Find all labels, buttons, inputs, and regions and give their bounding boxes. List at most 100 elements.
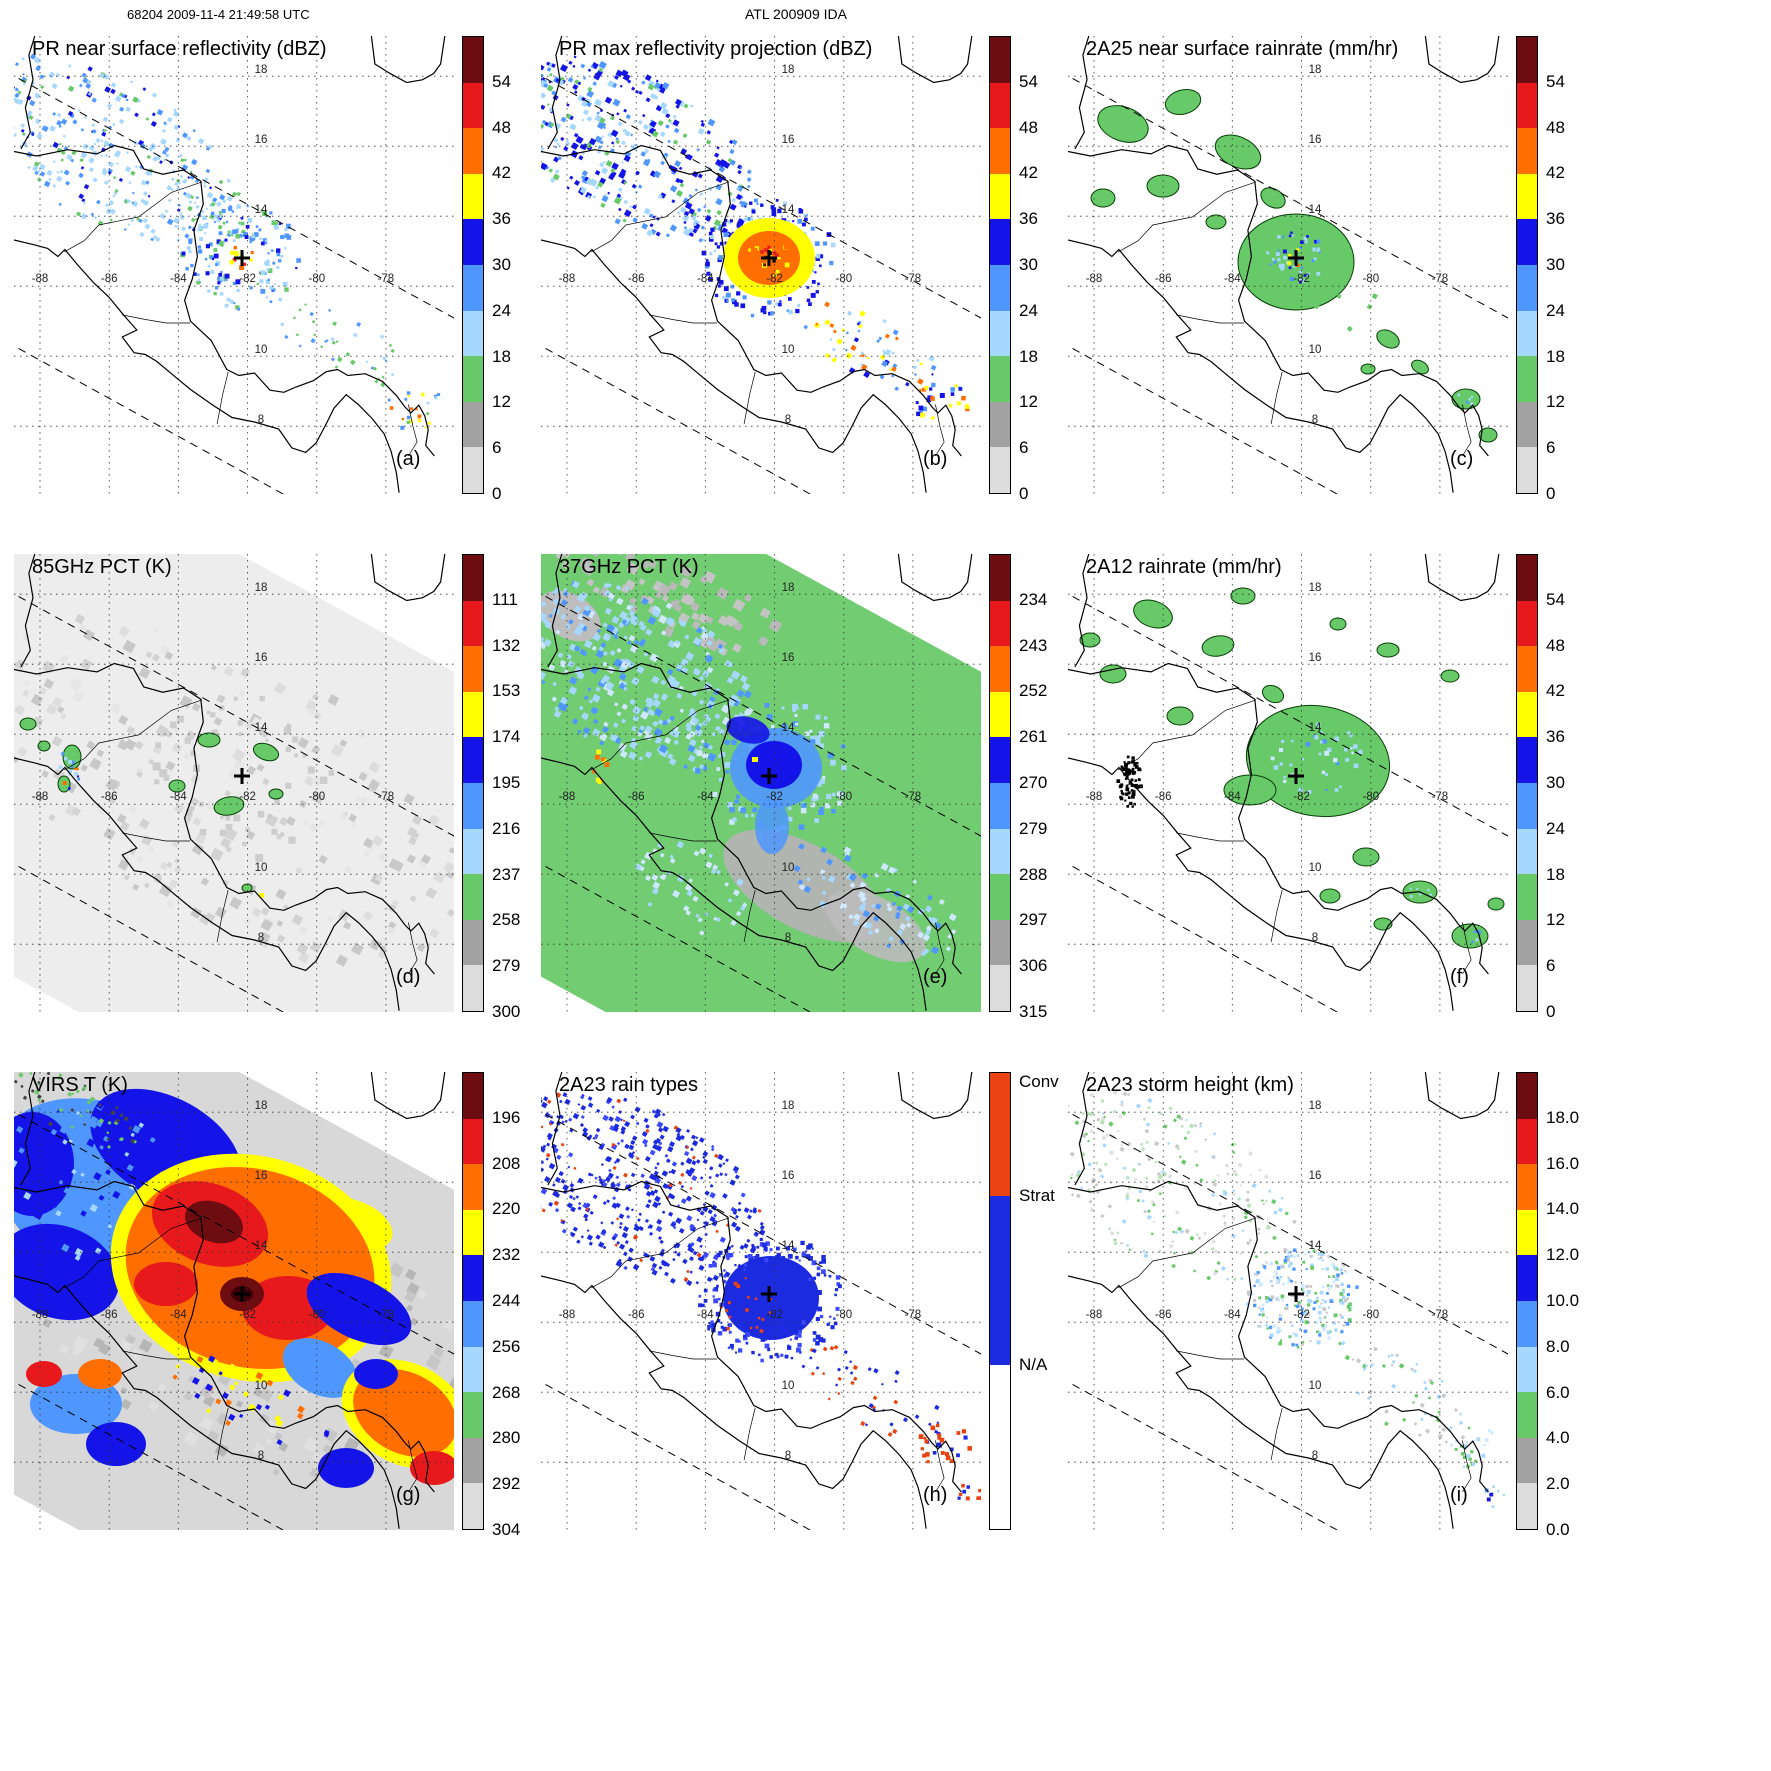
colorbar-tick: 12 [1546,910,1565,930]
colorbar-tick: 292 [492,1474,521,1494]
gridlines [14,36,454,494]
colorbar-segment [463,600,483,647]
storm-center-marker [234,1286,250,1302]
lon-label: -82 [766,791,783,803]
lon-label: -80 [835,273,852,285]
lon-label: -88 [559,273,576,285]
colorbar-tick: 42 [1546,681,1565,701]
lon-label: -84 [697,791,714,803]
colorbar-segment [463,1392,483,1438]
lat-label: 18 [255,64,268,76]
lat-label: 18 [782,582,795,594]
data-field-layer [14,554,454,1012]
colorbar [989,36,1011,494]
lon-label: -84 [1224,1309,1241,1321]
gridlines [541,36,981,494]
panel-title: 85GHz PCT (K) [32,556,172,578]
colorbar-tick: 243 [1019,635,1048,655]
map-canvas-e: -88 -86 -84 -82 -80 -78 18 16 14 10 8 [541,554,981,1012]
lon-label: -78 [1432,791,1449,803]
lon-label: -86 [101,273,118,285]
colorbar-labels: Conv Strat N/A [989,1072,1059,1530]
lat-label: 16 [782,134,795,146]
colorbar-tick: 54 [1019,71,1038,91]
colorbar-segment [463,646,483,692]
lon-label: -80 [835,791,852,803]
data-field-layer [541,1092,981,1501]
colorbar-segment [463,310,483,357]
panel-title: 2A12 rainrate (mm/hr) [1086,556,1282,578]
lat-label: 10 [782,862,795,874]
lon-label: -84 [697,273,714,285]
lon-label: -80 [308,791,325,803]
storm-id-header: ATL 200909 IDA [745,6,847,22]
panel-title: 2A23 rain types [559,1074,698,1096]
lat-label: 14 [1309,1240,1322,1252]
colorbar [1516,554,1538,1012]
colorbar-segment [1517,82,1537,129]
panel-letter: (a) [396,448,421,470]
colorbar-tick: 0 [1019,484,1029,503]
colorbar-tick: 54 [1546,71,1565,91]
lat-label: 10 [255,862,268,874]
storm-center-marker [234,768,250,784]
colorbar-tick: 18 [1546,864,1565,884]
panel-h: -88 -86 -84 -82 -80 -78 18 16 14 10 8 2A23 rain ty… [533,1068,1060,1586]
lon-label: -80 [1362,1309,1379,1321]
lat-label: 16 [1309,652,1322,664]
colorbar-segment [1517,1483,1537,1529]
panel-letter: (d) [396,966,421,988]
colorbar-labels: 111 132 153 174 195 216 237 258 279 300 [462,554,532,1021]
coastlines [14,1072,446,1529]
swath-boundary-lines [1068,1111,1508,1530]
colorbar-segment [1517,128,1537,174]
colorbar-segment [990,310,1010,357]
map-labels: -88 -86 -84 -82 -80 -78 18 16 14 10 8 [32,582,395,944]
swath-boundary-lines [541,75,981,494]
lat-label: 14 [782,204,795,216]
colorbar-tick: 30 [1019,255,1038,274]
colorbar-tick: 280 [492,1428,521,1448]
lon-label: -82 [766,273,783,285]
swath-boundary-lines [14,1111,454,1530]
gridlines [1068,1072,1508,1530]
colorbar-tick: 261 [1019,727,1048,747]
colorbar-segment [990,828,1010,875]
map-canvas-h: -88 -86 -84 -82 -80 -78 18 16 14 10 8 [541,1072,981,1530]
panel-grid: -88 -86 -84 -82 -80 -78 18 16 14 10 8 PR near surf… [6,32,1587,1586]
colorbar-segment [463,128,483,174]
lon-label: -80 [1362,791,1379,803]
colorbar-tick: 300 [492,1002,521,1021]
data-field-layer [541,554,981,1012]
colorbar-segment [1517,874,1537,920]
panel-title: VIRS T (K) [32,1074,128,1096]
colorbar-tick: 196 [492,1107,521,1127]
colorbar-tick: 0 [492,484,502,503]
colorbar-labels: 18.0 16.0 14.0 12.0 10.0 8.0 6.0 4.0 2.0 0.0 [1516,1072,1586,1539]
colorbar-tick: 0 [1546,1002,1556,1021]
colorbar-tick: 12 [492,392,511,412]
colorbar-tick: 232 [492,1245,521,1265]
colorbar-tick: 111 [492,589,518,609]
colorbar-tick: 12 [1546,392,1565,412]
colorbar [1516,36,1538,494]
lon-label: -78 [905,1309,922,1321]
colorbar-tick: 24 [1546,818,1565,838]
colorbar-segment [990,965,1010,1011]
colorbar-segment [990,691,1010,738]
colorbar-tick: 24 [492,300,511,320]
panel-g: -88 -86 -84 -82 -80 -78 18 16 14 10 8 VIRS T (K) (… [6,1068,533,1586]
colorbar-segment [463,1300,483,1347]
map-labels: -88 -86 -84 -82 -80 -78 18 16 14 10 8 [1086,64,1449,426]
colorbar-segment [1517,646,1537,692]
colorbar-segment [463,401,483,448]
colorbar-tick: 18 [1019,346,1038,366]
map-d: -88 -86 -84 -82 -80 -78 18 16 14 10 8 85GHz PCT (K… [14,554,454,1012]
colorbar-tick: 304 [492,1520,521,1539]
lat-label: 16 [1309,134,1322,146]
colorbar-tick: 256 [492,1336,521,1356]
panel-title: PR max reflectivity projection (dBZ) [559,38,873,60]
lat-label: 18 [782,1100,795,1112]
colorbar-tick: 12.0 [1546,1245,1580,1265]
lon-label: -88 [1086,273,1103,285]
